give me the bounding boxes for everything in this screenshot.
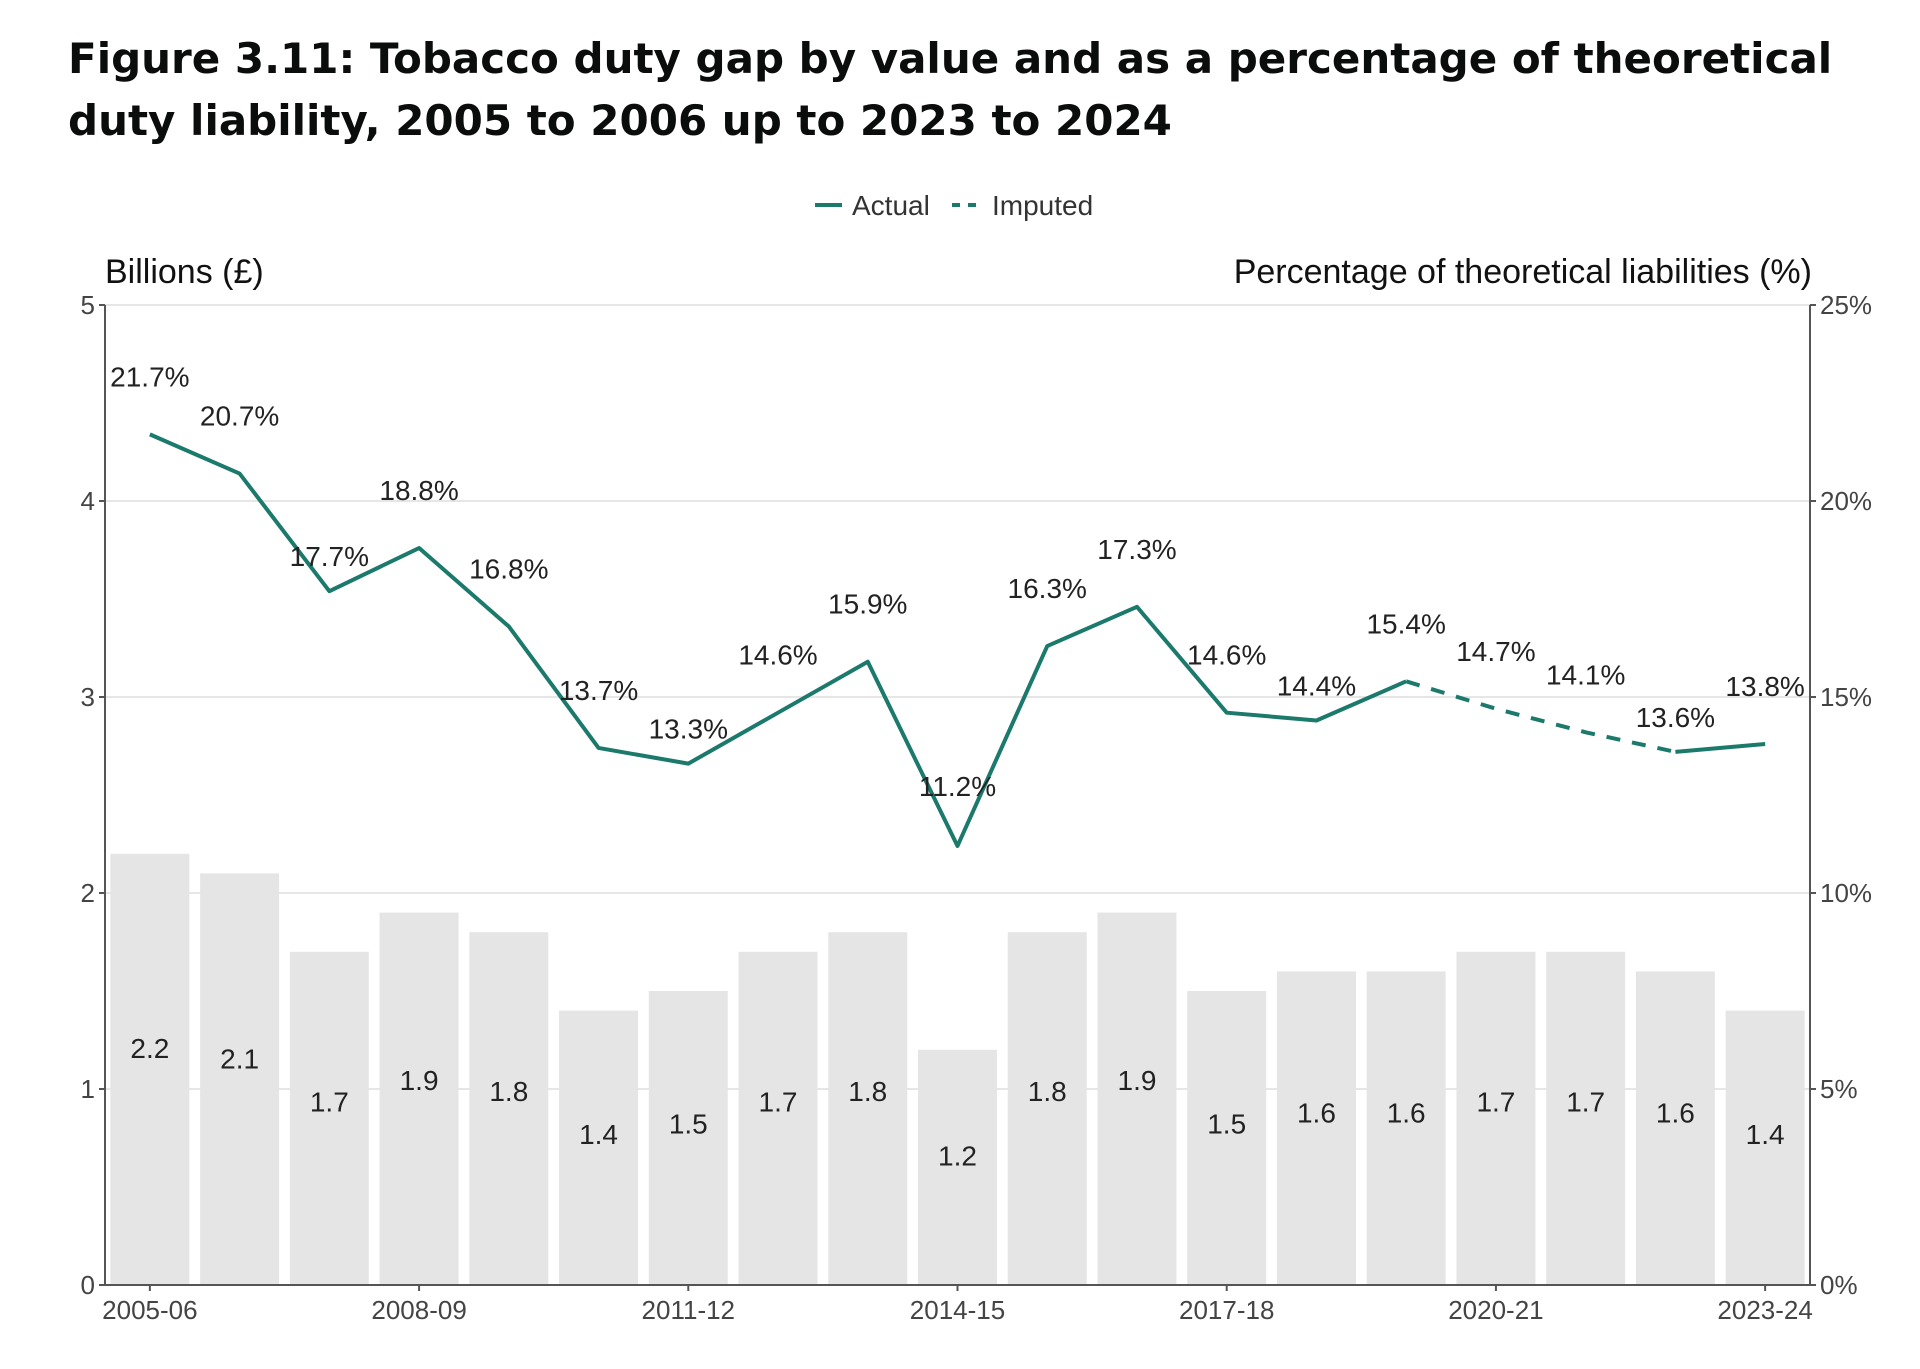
- bar: [1456, 951, 1536, 1285]
- percentage-line: [149, 432, 1766, 848]
- left-tick-label: 0: [81, 1270, 95, 1300]
- chart-title: Figure 3.11: Tobacco duty gap by value a…: [68, 34, 1833, 145]
- bar-value-label: 1.9: [400, 1065, 439, 1096]
- left-axis-title: Billions (£): [105, 253, 264, 291]
- line-value-label: 21.7%: [110, 361, 189, 392]
- line-value-label: 18.8%: [379, 475, 458, 506]
- bar: [828, 932, 908, 1285]
- bar: [918, 1049, 997, 1285]
- bar: [738, 951, 818, 1285]
- right-axis-ticks: 0% 5% 10% 15% 20% 25%: [1810, 290, 1872, 1300]
- left-tick-label: 4: [81, 486, 95, 516]
- left-tick-label: 2: [81, 878, 95, 908]
- bar-value-label: 1.5: [669, 1108, 708, 1139]
- line-segment-solid: [149, 432, 1407, 848]
- x-tick-label: 2011-12: [642, 1295, 736, 1325]
- bar-value-label: 1.6: [1297, 1098, 1336, 1129]
- right-tick-label: 5%: [1820, 1074, 1858, 1104]
- bar-value-label: 2.2: [130, 1033, 169, 1064]
- line-value-label: 16.3%: [1008, 573, 1087, 604]
- right-axis-title: Percentage of theoretical liabilities (%…: [1234, 253, 1812, 291]
- bar: [469, 932, 549, 1285]
- right-tick-label: 10%: [1820, 878, 1872, 908]
- left-axis-ticks: 0 1 2 3 4 5: [81, 290, 105, 1300]
- bar: [1366, 971, 1446, 1285]
- bar: [1097, 912, 1177, 1285]
- bar: [1276, 971, 1356, 1285]
- bar-value-label: 1.4: [579, 1119, 618, 1150]
- x-tick-label: 2008-09: [371, 1295, 466, 1325]
- bar-value-label: 1.7: [1566, 1087, 1605, 1118]
- bar: [200, 873, 280, 1285]
- line-value-label: 14.1%: [1546, 659, 1625, 690]
- bar-value-label: 1.6: [1387, 1098, 1426, 1129]
- legend-imputed-label: Imputed: [992, 190, 1093, 221]
- line-value-label: 14.6%: [1187, 640, 1266, 671]
- x-tick-label: 2014-15: [910, 1295, 1005, 1325]
- line-segment-dashed: [1405, 679, 1676, 754]
- bars: [110, 853, 1805, 1285]
- line-value-label: 14.6%: [738, 640, 817, 671]
- bar: [1007, 932, 1087, 1285]
- bar-value-label: 1.4: [1746, 1119, 1785, 1150]
- line-value-label: 13.6%: [1636, 702, 1715, 733]
- x-tick-label: 2005-06: [102, 1295, 197, 1325]
- bar-value-label: 1.7: [1476, 1087, 1515, 1118]
- bar-value-label: 1.7: [310, 1087, 349, 1118]
- percentage-labels: 21.7% 20.7% 17.7% 18.8% 16.8% 13.7% 13.3% 14.6%…: [110, 361, 1805, 802]
- x-tick-label: 2017-18: [1179, 1295, 1274, 1325]
- right-tick-label: 20%: [1820, 486, 1872, 516]
- bar-labels: 2.2 2.1 1.7 1.9 1.8 1.4 1.5 1.7 1.8 1.2 1.8 1.9 1.5 1…: [130, 1033, 1784, 1172]
- x-tick-label: 2023-24: [1717, 1295, 1812, 1325]
- line-value-label: 15.4%: [1366, 608, 1445, 639]
- bar-value-label: 1.7: [759, 1087, 798, 1118]
- bar-value-label: 1.5: [1207, 1108, 1246, 1139]
- left-tick-label: 5: [81, 290, 95, 320]
- line-value-label: 14.4%: [1277, 671, 1356, 702]
- left-tick-label: 3: [81, 682, 95, 712]
- bar: [289, 951, 369, 1285]
- bar-value-label: 2.1: [220, 1044, 259, 1075]
- line-value-label: 16.8%: [469, 553, 548, 584]
- bar: [1546, 951, 1626, 1285]
- bar: [379, 912, 459, 1285]
- line-value-label: 17.3%: [1097, 534, 1176, 565]
- right-tick-label: 15%: [1820, 682, 1872, 712]
- bar: [1725, 1010, 1805, 1285]
- x-axis-ticks: 2005-06 2008-09 2011-12 2014-15 2017-18 2020-…: [102, 1285, 1813, 1325]
- legend: Actual Imputed: [815, 190, 1093, 221]
- bar-value-label: 1.2: [938, 1141, 977, 1172]
- line-value-label: 14.7%: [1456, 636, 1535, 667]
- bar: [648, 991, 728, 1285]
- left-tick-label: 1: [81, 1074, 95, 1104]
- right-tick-label: 25%: [1820, 290, 1872, 320]
- line-value-label: 15.9%: [828, 589, 907, 620]
- bar: [110, 853, 190, 1285]
- bar: [559, 1010, 639, 1285]
- right-tick-label: 0%: [1820, 1270, 1858, 1300]
- line-value-label: 13.8%: [1725, 671, 1804, 702]
- bar-value-label: 1.8: [848, 1076, 887, 1107]
- line-value-label: 20.7%: [200, 401, 279, 432]
- bar-value-label: 1.6: [1656, 1098, 1695, 1129]
- line-value-label: 13.3%: [649, 714, 728, 745]
- line-value-label: 11.2%: [919, 771, 996, 802]
- bar-value-label: 1.8: [489, 1076, 528, 1107]
- bar: [1187, 991, 1267, 1285]
- line-value-label: 13.7%: [559, 675, 638, 706]
- bar: [1635, 971, 1715, 1285]
- bar-value-label: 1.9: [1118, 1065, 1157, 1096]
- legend-actual-label: Actual: [852, 190, 930, 221]
- bar-value-label: 1.8: [1028, 1076, 1067, 1107]
- line-value-label: 17.7%: [290, 541, 369, 572]
- line-segment-solid: [1675, 742, 1766, 754]
- x-tick-label: 2020-21: [1448, 1295, 1543, 1325]
